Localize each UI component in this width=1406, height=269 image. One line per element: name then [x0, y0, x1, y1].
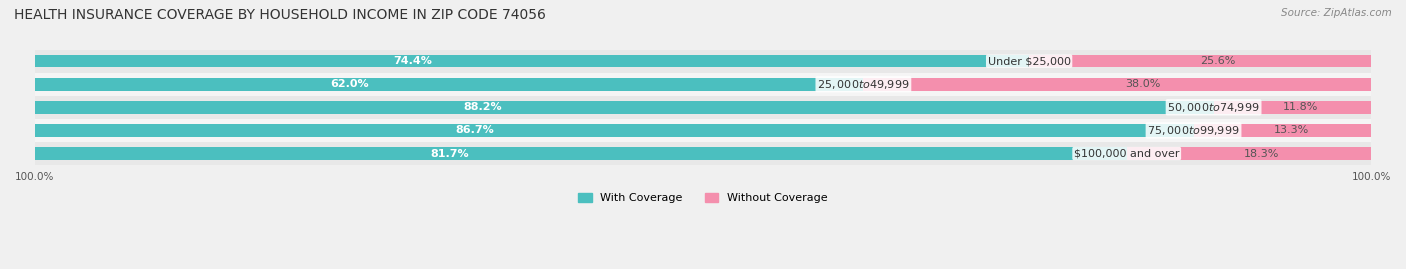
Text: $25,000 to $49,999: $25,000 to $49,999 — [817, 78, 910, 91]
Bar — [1126, 147, 1371, 160]
Bar — [35, 124, 1194, 137]
Text: 11.8%: 11.8% — [1282, 102, 1317, 112]
Bar — [35, 147, 1126, 160]
Text: $100,000 and over: $100,000 and over — [1074, 148, 1180, 158]
Text: Under $25,000: Under $25,000 — [987, 56, 1070, 66]
Text: $75,000 to $99,999: $75,000 to $99,999 — [1147, 124, 1240, 137]
Text: 38.0%: 38.0% — [1125, 79, 1160, 89]
Bar — [1213, 101, 1371, 114]
Text: 62.0%: 62.0% — [330, 79, 368, 89]
Text: 13.3%: 13.3% — [1274, 125, 1309, 135]
Text: 18.3%: 18.3% — [1243, 148, 1279, 158]
Bar — [35, 78, 863, 91]
Bar — [35, 55, 1029, 68]
Text: 25.6%: 25.6% — [1199, 56, 1234, 66]
Bar — [35, 96, 1371, 119]
Text: 81.7%: 81.7% — [430, 148, 470, 158]
Text: Source: ZipAtlas.com: Source: ZipAtlas.com — [1281, 8, 1392, 18]
Bar — [35, 142, 1371, 165]
Text: 88.2%: 88.2% — [464, 102, 502, 112]
Bar — [35, 73, 1371, 96]
Bar — [863, 78, 1371, 91]
Bar — [35, 49, 1371, 73]
Text: HEALTH INSURANCE COVERAGE BY HOUSEHOLD INCOME IN ZIP CODE 74056: HEALTH INSURANCE COVERAGE BY HOUSEHOLD I… — [14, 8, 546, 22]
Legend: With Coverage, Without Coverage: With Coverage, Without Coverage — [574, 188, 832, 207]
Bar — [35, 101, 1213, 114]
Bar — [1029, 55, 1371, 68]
Text: 74.4%: 74.4% — [394, 56, 432, 66]
Text: $50,000 to $74,999: $50,000 to $74,999 — [1167, 101, 1260, 114]
Bar — [35, 119, 1371, 142]
Text: 86.7%: 86.7% — [456, 125, 495, 135]
Bar — [1194, 124, 1371, 137]
